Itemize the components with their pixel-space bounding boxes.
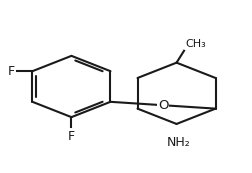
Text: F: F [8,65,15,78]
Text: O: O [157,99,168,112]
Text: F: F [68,130,75,143]
Text: CH₃: CH₃ [184,39,205,49]
Text: NH₂: NH₂ [167,136,190,149]
